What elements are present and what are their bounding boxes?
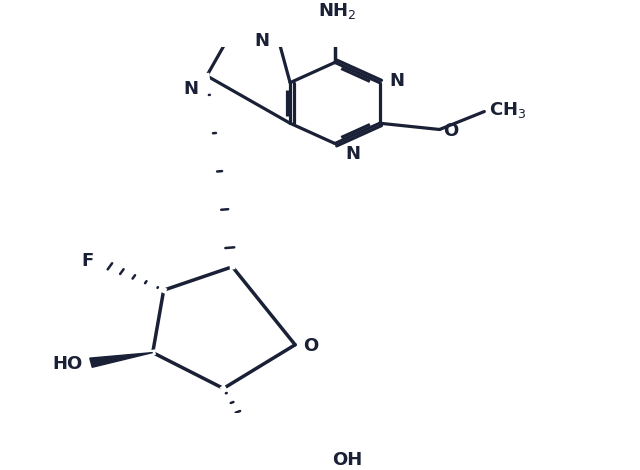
Text: CH$_3$: CH$_3$: [490, 100, 527, 120]
Polygon shape: [90, 352, 153, 367]
Text: O: O: [303, 337, 318, 355]
Text: OH: OH: [332, 451, 362, 469]
Text: F: F: [82, 251, 94, 269]
Text: N: N: [254, 32, 269, 50]
Text: N: N: [345, 145, 360, 163]
Text: NH$_2$: NH$_2$: [317, 1, 356, 21]
Text: O: O: [444, 122, 459, 140]
Text: HO: HO: [52, 355, 83, 373]
Text: N: N: [390, 72, 404, 90]
Text: N: N: [184, 80, 199, 98]
